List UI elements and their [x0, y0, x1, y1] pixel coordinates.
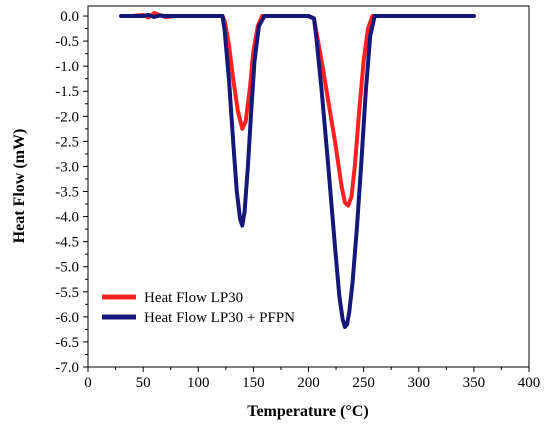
- y-tick-label: -2.0: [55, 109, 79, 125]
- legend: Heat Flow LP30 Heat Flow LP30 + PFPN: [102, 290, 295, 326]
- x-tick-label: 0: [84, 375, 92, 391]
- x-axis: 0 50 100 150 200 250 300 350 400: [84, 367, 540, 391]
- legend-label-lp30-pfpn: Heat Flow LP30 + PFPN: [144, 310, 295, 326]
- y-tick-label: -5.5: [55, 285, 79, 301]
- y-tick-label: -3.0: [55, 159, 79, 175]
- y-axis: 0.0 -0.5 -1.0 -1.5 -2.0 -2.5 -3.0 -3.5 -4.0 -4.5 -…: [55, 9, 88, 376]
- y-tick-label: 0.0: [60, 9, 79, 25]
- y-tick-label: -2.5: [55, 134, 79, 150]
- y-tick-label: -3.5: [55, 185, 79, 201]
- y-tick-label: -4.0: [55, 210, 79, 226]
- series-layer: [119, 11, 476, 329]
- x-tick-label: 350: [463, 375, 486, 391]
- series-line-lp30-pfpn: [119, 13, 476, 329]
- y-tick-label: -7.0: [55, 360, 79, 376]
- series-line-lp30: [119, 11, 476, 208]
- y-tick-label: -6.0: [55, 310, 79, 326]
- y-axis-title: Heat Flow (mW): [11, 129, 28, 244]
- y-tick-label: -0.5: [55, 34, 79, 50]
- x-tick-label: 400: [518, 375, 541, 391]
- y-tick-label: -1.5: [55, 84, 79, 100]
- y-tick-label: -6.5: [55, 335, 79, 351]
- y-tick-label: -4.5: [55, 235, 79, 251]
- x-tick-label: 100: [187, 375, 210, 391]
- legend-label-lp30: Heat Flow LP30: [144, 290, 243, 306]
- y-tick-label: -5.0: [55, 260, 79, 276]
- x-tick-label: 150: [242, 375, 265, 391]
- x-tick-label: 50: [136, 375, 151, 391]
- y-tick-label: -1.0: [55, 59, 79, 75]
- x-axis-title: Temperature (°C): [247, 403, 368, 420]
- x-tick-label: 200: [297, 375, 320, 391]
- x-tick-label: 300: [408, 375, 431, 391]
- x-tick-label: 250: [352, 375, 375, 391]
